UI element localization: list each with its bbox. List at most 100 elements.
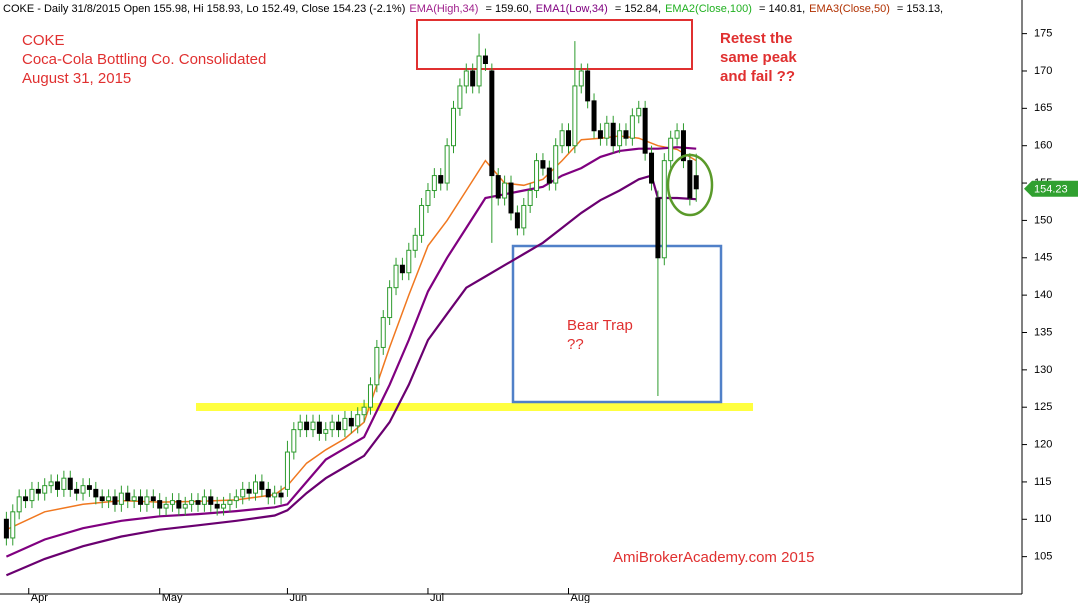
candle-body (125, 492, 131, 502)
candle-body (617, 130, 623, 147)
header-segment: EMA(High,34) (409, 3, 478, 15)
candle-body (284, 451, 290, 490)
trap-box (511, 244, 723, 404)
candle-body (495, 175, 501, 199)
candle-body (131, 496, 137, 502)
header-segment: = 153.13, (894, 3, 943, 15)
candle-body (214, 503, 220, 509)
ema-line (5, 174, 697, 577)
y-tick-label: 165 (1034, 102, 1052, 114)
candle-body (425, 190, 431, 206)
support-band (196, 403, 753, 411)
candle-body (329, 421, 335, 431)
candle-body (585, 70, 591, 102)
candle-body (693, 175, 699, 190)
y-tick-label: 130 (1034, 364, 1052, 376)
candle-body (374, 346, 380, 386)
candle-body (649, 152, 655, 184)
candle-body (399, 264, 405, 274)
candle-body (540, 160, 546, 169)
candle-body (361, 406, 367, 416)
header: COKE - Daily 31/8/2015 Open 155.98, Hi 1… (3, 3, 943, 15)
candle-body (3, 518, 9, 539)
header-segment: EMA1(Low,34) (536, 3, 608, 15)
candle-body (502, 182, 508, 199)
candle-body (367, 384, 373, 408)
candle-body (419, 204, 425, 236)
y-tick-label: 175 (1034, 28, 1052, 40)
candle-body (323, 429, 329, 434)
candle-body (642, 107, 648, 154)
candle-body (80, 485, 86, 494)
candle-body (246, 488, 252, 494)
candle-body (431, 175, 437, 192)
candle-body (380, 317, 386, 348)
candle-body (527, 190, 533, 206)
candle-body (668, 137, 674, 162)
x-tick-label: Jul (430, 592, 444, 603)
candle-body (438, 175, 444, 184)
candle-body (10, 511, 16, 539)
annotation-retest: and fail ?? (720, 68, 795, 85)
candle-body (157, 500, 163, 509)
candle-body (182, 503, 188, 509)
candle-body (457, 85, 463, 109)
watermark: AmiBrokerAcademy.com 2015 (613, 549, 814, 566)
candle-body (138, 496, 144, 505)
x-tick-label: May (162, 592, 183, 603)
candle-body (406, 249, 412, 274)
candle-body (355, 414, 361, 427)
x-tick-label: Aug (570, 592, 590, 603)
y-tick-label: 160 (1034, 140, 1052, 152)
candle-body (144, 496, 150, 505)
candle-body (336, 421, 342, 431)
candle-body (106, 496, 112, 502)
y-tick-label: 135 (1034, 326, 1052, 338)
candle-body (482, 55, 488, 65)
y-tick-label: 145 (1034, 252, 1052, 264)
y-tick-label: 150 (1034, 214, 1052, 226)
candle-body (514, 212, 520, 229)
candle-body (169, 500, 175, 505)
x-tick-label: Jun (289, 592, 307, 603)
candle-body (623, 130, 629, 139)
candle-body (444, 145, 450, 184)
price-tag (1024, 180, 1078, 197)
candle-body (348, 417, 354, 427)
header-segment: = 159.60, (482, 3, 531, 15)
candle-body (393, 264, 399, 289)
candle-body (476, 55, 482, 87)
candle-body (674, 130, 680, 139)
candle-body (272, 492, 278, 498)
y-tick-label: 105 (1034, 551, 1052, 563)
candle-body (118, 492, 124, 505)
candle-body (342, 417, 348, 431)
candle-body (54, 481, 60, 490)
candle-body (521, 204, 527, 229)
annotation-retest: same peak (720, 49, 797, 66)
header-segment: EMA3(Close,50) (809, 3, 890, 15)
candle-body (278, 492, 284, 498)
annotation-bear-trap: Bear Trap (567, 317, 633, 334)
candle-body (655, 197, 661, 259)
candle-body (227, 500, 233, 505)
candle-body (591, 100, 597, 132)
candle-body (42, 485, 48, 494)
candle-body (610, 122, 616, 147)
candle-body (578, 70, 584, 87)
candle-body (310, 421, 316, 431)
candle-body (67, 477, 73, 490)
candle-body (208, 496, 214, 505)
candle-body (604, 122, 610, 139)
peak-box (416, 19, 693, 70)
candle-body (201, 496, 207, 505)
candle-body (189, 500, 195, 505)
candle-body (463, 70, 469, 87)
annotation-title: Coca-Cola Bottling Co. Consolidated (22, 51, 266, 68)
candle-body (470, 70, 476, 87)
ema-line (5, 146, 697, 558)
candle-body (163, 503, 169, 509)
candle-body (546, 167, 552, 184)
candle-body (86, 485, 92, 490)
candle-body (35, 488, 41, 494)
